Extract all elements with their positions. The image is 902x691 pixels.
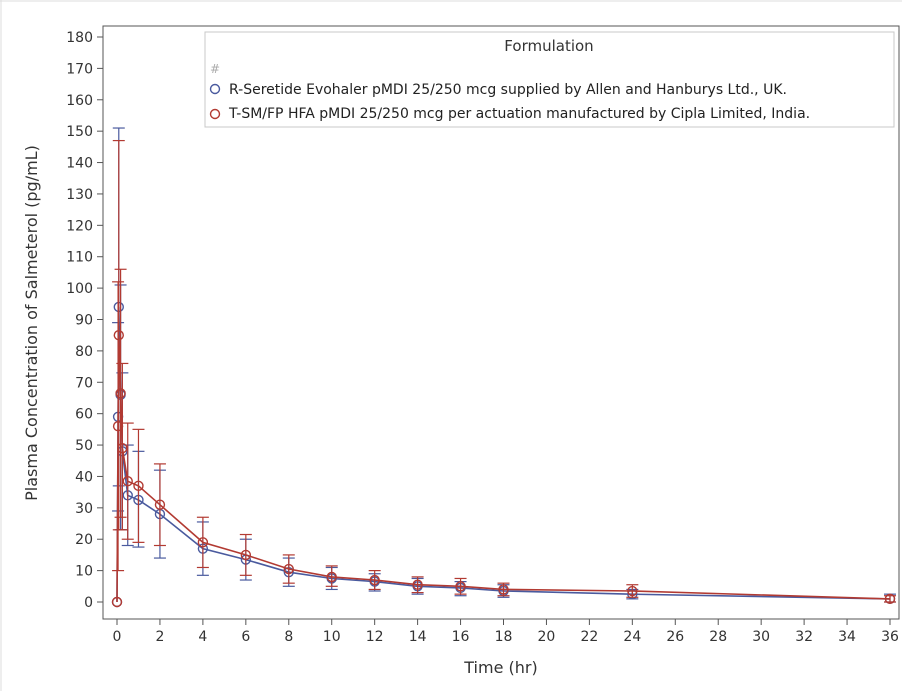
x-tick-label: 14 — [409, 629, 427, 645]
data-point — [369, 574, 380, 586]
y-tick-label: 170 — [66, 61, 93, 77]
y-tick-label: 10 — [75, 564, 93, 580]
x-tick-label: 34 — [838, 629, 856, 645]
legend-label-t-smfp: T-SM/FP HFA pMDI 25/250 mcg per actuatio… — [228, 106, 810, 122]
legend-marker-t-smfp — [209, 108, 221, 120]
series-1 — [111, 139, 896, 608]
legend-box — [204, 31, 895, 128]
legend-marker-r-seretide — [209, 83, 221, 95]
y-tick-label: 60 — [75, 407, 93, 423]
series-line — [116, 335, 891, 603]
y-tick-label: 160 — [66, 93, 93, 109]
y-tick-label: 70 — [75, 375, 93, 391]
data-point — [112, 421, 124, 432]
y-tick-label: 110 — [66, 250, 93, 266]
x-tick-label: 4 — [198, 629, 207, 645]
y-axis-title: Plasma Concentration of Salmeterol (pg/m… — [22, 145, 41, 501]
data-point — [455, 581, 466, 592]
x-tick-label: 8 — [284, 629, 293, 645]
legend-placeholder-symbol: # — [210, 62, 220, 76]
data-point — [115, 388, 126, 399]
x-tick-label: 32 — [795, 629, 813, 645]
x-tick-label: 22 — [580, 629, 598, 645]
y-tick-label: 140 — [66, 156, 93, 172]
y-tick-label: 0 — [84, 595, 93, 611]
x-tick-label: 20 — [538, 629, 556, 645]
y-tick-label: 120 — [66, 218, 93, 234]
legend: Formulation # R-Seretide Evohaler pMDI 2… — [204, 31, 895, 128]
x-tick-label: 24 — [623, 629, 641, 645]
data-point — [197, 537, 209, 548]
data-point — [122, 475, 133, 487]
data-point — [117, 442, 128, 454]
y-tick-label: 130 — [66, 187, 93, 203]
data-point — [111, 596, 123, 608]
y-tick-label: 50 — [75, 438, 93, 454]
legend-label-r-seretide: R-Seretide Evohaler pMDI 25/250 mcg supp… — [229, 82, 787, 98]
y-tick-label: 30 — [75, 501, 93, 517]
y-tick-label: 180 — [66, 30, 93, 46]
data-point — [154, 499, 166, 510]
x-tick-label: 28 — [709, 629, 727, 645]
data-point — [627, 585, 638, 597]
data-point — [133, 480, 144, 492]
data-point — [326, 571, 337, 583]
y-tick-label: 40 — [75, 469, 93, 485]
x-axis-title: Time (hr) — [463, 658, 537, 677]
x-tick-label: 30 — [752, 629, 770, 645]
x-tick-label: 10 — [323, 629, 341, 645]
x-tick-label: 16 — [452, 629, 470, 645]
x-tick-label: 12 — [366, 629, 384, 645]
x-tick-label: 36 — [881, 629, 899, 645]
y-tick-label: 90 — [75, 313, 93, 329]
x-tick-label: 6 — [241, 629, 250, 645]
x-tick-label: 0 — [113, 629, 122, 645]
data-point — [283, 563, 294, 575]
series-layer — [111, 127, 896, 608]
y-tick-label: 20 — [75, 532, 93, 548]
legend-title: Formulation — [504, 37, 593, 55]
data-point — [498, 584, 509, 595]
data-point — [113, 329, 124, 341]
x-tick-label: 26 — [666, 629, 684, 645]
y-tick-label: 100 — [66, 281, 93, 297]
data-point — [884, 593, 896, 605]
data-point — [240, 549, 252, 561]
x-tick-label: 2 — [155, 629, 164, 645]
x-axis-ticks: 0 2 4 6 8 10 12 14 16 18 20 22 24 26 28 30 32 34 36 — [113, 619, 899, 645]
x-tick-label: 18 — [495, 629, 513, 645]
y-tick-label: 150 — [66, 124, 93, 140]
data-point — [412, 579, 423, 590]
y-axis-ticks: 0 10 20 30 40 50 60 70 80 90 100 110 120 130 140 150 160… — [66, 30, 103, 611]
y-tick-label: 80 — [75, 344, 93, 360]
